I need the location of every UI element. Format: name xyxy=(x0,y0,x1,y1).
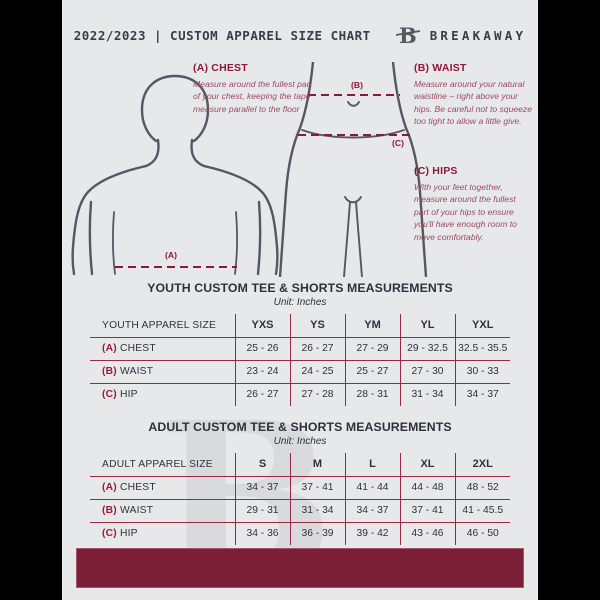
svg-text:B: B xyxy=(399,23,417,48)
footer-bar xyxy=(76,548,524,588)
youth-row-2-label: (C) HIP xyxy=(90,382,236,406)
youth-cell-2-4: 34 - 37 xyxy=(454,382,510,406)
adult-cell-0-2: 41 - 44 xyxy=(344,475,401,500)
adult-col-2: L xyxy=(344,453,401,477)
youth-cell-2-2: 28 - 31 xyxy=(344,382,401,406)
adult-row-0-label: (A) CHEST xyxy=(90,475,236,500)
youth-table-unit: Unit: Inches xyxy=(273,297,327,308)
youth-cell-2-3: 31 - 34 xyxy=(399,382,456,406)
hips-note: (C) HIPS With your feet together, measur… xyxy=(414,165,532,243)
waist-marker-label: (B) xyxy=(351,80,363,90)
page-title: 2022/2023 | CUSTOM APPAREL SIZE CHART xyxy=(73,27,371,43)
adult-col-1: M xyxy=(289,453,346,477)
table-header-row: ADULT APPAREL SIZE S M L XL 2XL xyxy=(90,453,510,477)
youth-row-0-label: (A) CHEST xyxy=(90,336,236,361)
adult-cell-0-0: 34 - 37 xyxy=(234,475,291,500)
adult-table-unit: Unit: Inches xyxy=(273,436,327,447)
table-row: (B) WAIST 29 - 31 31 - 34 34 - 37 37 - 4… xyxy=(90,498,510,523)
adult-cell-2-1: 36 - 39 xyxy=(289,521,346,545)
youth-table-block: YOUTH CUSTOM TEE & SHORTS MEASUREMENTS U… xyxy=(62,281,538,406)
youth-row-header-label: YOUTH APPAREL SIZE xyxy=(90,314,236,338)
adult-cell-1-2: 34 - 37 xyxy=(344,498,401,523)
body-illustrations xyxy=(71,62,428,277)
brand-name: BREAKAWAY xyxy=(429,27,527,43)
waist-note-title: (B) WAIST xyxy=(414,62,467,74)
adult-cell-2-3: 43 - 46 xyxy=(399,521,456,545)
youth-cell-0-1: 26 - 27 xyxy=(289,336,346,361)
youth-cell-2-1: 27 - 28 xyxy=(289,382,346,406)
table-row: (A) CHEST 25 - 26 26 - 27 27 - 29 29 - 3… xyxy=(90,336,510,361)
body-measurement-diagram: (A) (B) (C) (A) CHEST Measure around the… xyxy=(62,62,538,277)
table-row: (C) HIP 34 - 36 36 - 39 39 - 42 43 - 46 … xyxy=(90,521,510,545)
youth-col-1: YS xyxy=(289,314,346,338)
adult-col-0: S xyxy=(234,453,291,477)
youth-cell-1-3: 27 - 30 xyxy=(399,359,456,384)
adult-row-2-label: (C) HIP xyxy=(90,521,236,545)
adult-table-block: ADULT CUSTOM TEE & SHORTS MEASUREMENTS U… xyxy=(62,420,538,545)
size-chart-page: B 2022/2023 | CUSTOM APPAREL SIZE CHART … xyxy=(62,0,538,600)
youth-cell-0-0: 25 - 26 xyxy=(234,336,291,361)
adult-size-table: ADULT APPAREL SIZE S M L XL 2XL (A) CHES… xyxy=(90,453,510,545)
youth-cell-2-0: 26 - 27 xyxy=(234,382,291,406)
brand-logo: B BREAKAWAY xyxy=(395,22,527,48)
table-row: (C) HIP 26 - 27 27 - 28 28 - 31 31 - 34 … xyxy=(90,382,510,406)
adult-row-header-label: ADULT APPAREL SIZE xyxy=(90,453,236,477)
adult-cell-0-1: 37 - 41 xyxy=(289,475,346,500)
adult-col-4: 2XL xyxy=(454,453,510,477)
adult-cell-1-1: 31 - 34 xyxy=(289,498,346,523)
chest-marker-label: (A) xyxy=(165,250,177,260)
youth-cell-0-4: 32.5 - 35.5 xyxy=(454,336,510,361)
youth-col-2: YM xyxy=(344,314,401,338)
table-header-row: YOUTH APPAREL SIZE YXS YS YM YL YXL xyxy=(90,314,510,338)
youth-cell-0-2: 27 - 29 xyxy=(344,336,401,361)
table-row: (B) WAIST 23 - 24 24 - 25 25 - 27 27 - 3… xyxy=(90,359,510,384)
waist-note-body: Measure around your natural waistline – … xyxy=(414,79,533,127)
youth-col-4: YXL xyxy=(454,314,510,338)
youth-col-3: YL xyxy=(399,314,456,338)
adult-cell-2-4: 46 - 50 xyxy=(454,521,510,545)
table-row: (A) CHEST 34 - 37 37 - 41 41 - 44 44 - 4… xyxy=(90,475,510,500)
chest-note-body: Measure around the fullest part of your … xyxy=(193,79,312,114)
youth-cell-1-0: 23 - 24 xyxy=(234,359,291,384)
waist-note: (B) WAIST Measure around your natural wa… xyxy=(414,62,532,128)
youth-row-1-label: (B) WAIST xyxy=(90,359,236,384)
hips-note-body: With your feet together, measure around … xyxy=(414,182,517,242)
youth-cell-1-1: 24 - 25 xyxy=(289,359,346,384)
chest-note-title: (A) CHEST xyxy=(193,62,248,74)
hips-note-title: (C) HIPS xyxy=(414,165,458,177)
adult-cell-2-2: 39 - 42 xyxy=(344,521,401,545)
adult-row-1-label: (B) WAIST xyxy=(90,498,236,523)
adult-cell-0-4: 48 - 52 xyxy=(454,475,510,500)
youth-cell-1-4: 30 - 33 xyxy=(454,359,510,384)
adult-cell-1-0: 29 - 31 xyxy=(234,498,291,523)
adult-col-3: XL xyxy=(399,453,456,477)
hip-marker-label: (C) xyxy=(392,138,404,148)
adult-cell-2-0: 34 - 36 xyxy=(234,521,291,545)
adult-cell-1-3: 37 - 41 xyxy=(399,498,456,523)
adult-table-title: ADULT CUSTOM TEE & SHORTS MEASUREMENTS xyxy=(148,420,452,434)
youth-col-0: YXS xyxy=(234,314,291,338)
page-header: 2022/2023 | CUSTOM APPAREL SIZE CHART B … xyxy=(62,0,538,62)
chest-note: (A) CHEST Measure around the fullest par… xyxy=(193,62,313,115)
breakaway-b-logo-icon: B xyxy=(395,22,421,48)
adult-cell-0-3: 44 - 48 xyxy=(399,475,456,500)
adult-cell-1-4: 41 - 45.5 xyxy=(454,498,510,523)
youth-size-table: YOUTH APPAREL SIZE YXS YS YM YL YXL (A) … xyxy=(90,314,510,406)
youth-cell-1-2: 25 - 27 xyxy=(344,359,401,384)
youth-cell-0-3: 29 - 32.5 xyxy=(399,336,456,361)
youth-table-title: YOUTH CUSTOM TEE & SHORTS MEASUREMENTS xyxy=(147,281,453,295)
